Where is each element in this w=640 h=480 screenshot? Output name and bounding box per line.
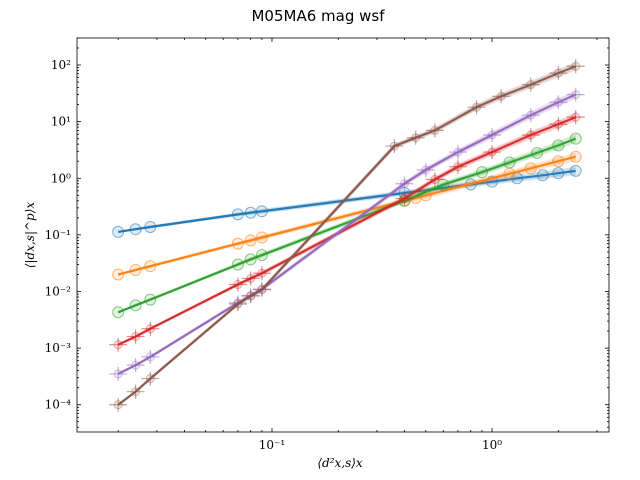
x-tick-label: 10⁻¹: [259, 438, 285, 452]
series-4-point: [483, 145, 502, 160]
y-axis: 10⁻⁴ 10⁻³ 10⁻² 10⁻¹ 10⁰ 10¹ 10²: [45, 37, 609, 428]
series-6-point: [228, 297, 247, 312]
series-1-point: [552, 167, 565, 180]
series-4-point: [521, 128, 540, 143]
chart-title: M05MA6 mag wsf: [251, 7, 385, 25]
series-5-point: [566, 87, 585, 102]
series-3-point: [144, 293, 157, 306]
x-axis-label: ⟨d²x,s⟩x: [317, 456, 363, 470]
series-6-point: [109, 397, 128, 412]
series-5-bundle-line: [117, 92, 577, 375]
series-6-point: [126, 384, 145, 399]
series-3-point: [112, 306, 125, 319]
series-1-point: [536, 169, 549, 182]
series-6-point: [467, 100, 486, 115]
series-6-point: [425, 123, 444, 138]
series-3-point: [475, 166, 488, 179]
y-tick-label: 10²: [51, 58, 71, 72]
series-5-point: [549, 95, 568, 110]
series-5-point: [448, 145, 467, 160]
series-2-point: [552, 155, 565, 168]
y-tick-label: 10⁻³: [45, 341, 72, 355]
series-1-point: [112, 225, 125, 238]
series-3-point: [231, 258, 244, 271]
series-3-point: [129, 299, 142, 312]
x-axis: 10⁻¹ 10⁰: [117, 38, 598, 452]
series-1-point: [244, 206, 257, 219]
series-2-point: [231, 237, 244, 250]
series-4-point: [141, 321, 160, 336]
series-4-point: [566, 110, 585, 125]
series-4: [109, 110, 585, 352]
series-6-point: [492, 89, 511, 104]
series-4-point: [241, 271, 260, 286]
series-3-point: [437, 178, 450, 191]
series-5-point: [395, 176, 414, 191]
series-4-point: [549, 117, 568, 132]
series-5-line: [117, 93, 577, 375]
series-5-bundle-line: [117, 90, 577, 375]
series-4-point: [425, 172, 444, 187]
y-axis-label: ⟨|dx,s|^p⟩x: [23, 202, 37, 269]
series-layer: [109, 59, 585, 412]
series-6-point: [521, 77, 540, 92]
series-4-point: [395, 191, 414, 206]
series-3-point: [503, 156, 516, 169]
series-2-point: [112, 268, 125, 281]
series-5-point: [109, 366, 128, 381]
series-3-point: [255, 249, 268, 262]
series-1-point: [255, 205, 268, 218]
series-6-line: [117, 65, 577, 406]
series-6-bundle-line: [117, 61, 577, 406]
series-3-point: [244, 253, 257, 266]
series-2-point: [569, 150, 582, 163]
series-5-point: [416, 162, 435, 177]
series-2-point: [244, 234, 257, 247]
series-2: [112, 150, 582, 281]
series-1-point: [144, 220, 157, 233]
series-4-point: [448, 159, 467, 174]
series-6-point: [385, 139, 404, 154]
series-2-point: [129, 263, 142, 276]
series-2-point: [503, 167, 516, 180]
series-2-point: [144, 260, 157, 273]
series-4-point: [252, 266, 271, 281]
series-5-bundle-line: [117, 95, 577, 375]
series-5-point: [141, 349, 160, 364]
series-5-point: [126, 358, 145, 373]
series-6-point: [252, 282, 271, 297]
series-6-bundle-line: [117, 66, 577, 406]
series-5-point: [483, 128, 502, 143]
series-6-bundle-line: [117, 63, 577, 406]
series-3-point: [552, 139, 565, 152]
series-4-point: [126, 329, 145, 344]
y-tick-label: 10⁻¹: [45, 228, 71, 242]
series-3-point: [530, 146, 543, 159]
y-tick-label: 10⁰: [51, 171, 71, 185]
series-6-point: [406, 130, 425, 145]
series-6-point: [141, 371, 160, 386]
y-tick-label: 10⁻⁴: [45, 398, 72, 412]
series-2-point: [255, 231, 268, 244]
series-6-point: [549, 66, 568, 81]
series-1-point: [231, 208, 244, 221]
series-1-point: [569, 164, 582, 177]
series-3-point: [569, 132, 582, 145]
series-5: [109, 87, 585, 381]
series-1-point: [129, 223, 142, 236]
series-6: [109, 59, 585, 412]
series-2-point: [524, 162, 537, 175]
series-5-point: [521, 108, 540, 123]
y-tick-label: 10⁻²: [45, 284, 72, 298]
series-4-point: [109, 337, 128, 352]
series-6-point: [566, 59, 585, 74]
y-tick-label: 10¹: [51, 115, 71, 129]
series-6-point: [241, 289, 260, 304]
series-4-point: [228, 277, 247, 292]
series-6-bundle-line: [117, 68, 577, 406]
x-tick-label: 10⁰: [482, 438, 502, 452]
